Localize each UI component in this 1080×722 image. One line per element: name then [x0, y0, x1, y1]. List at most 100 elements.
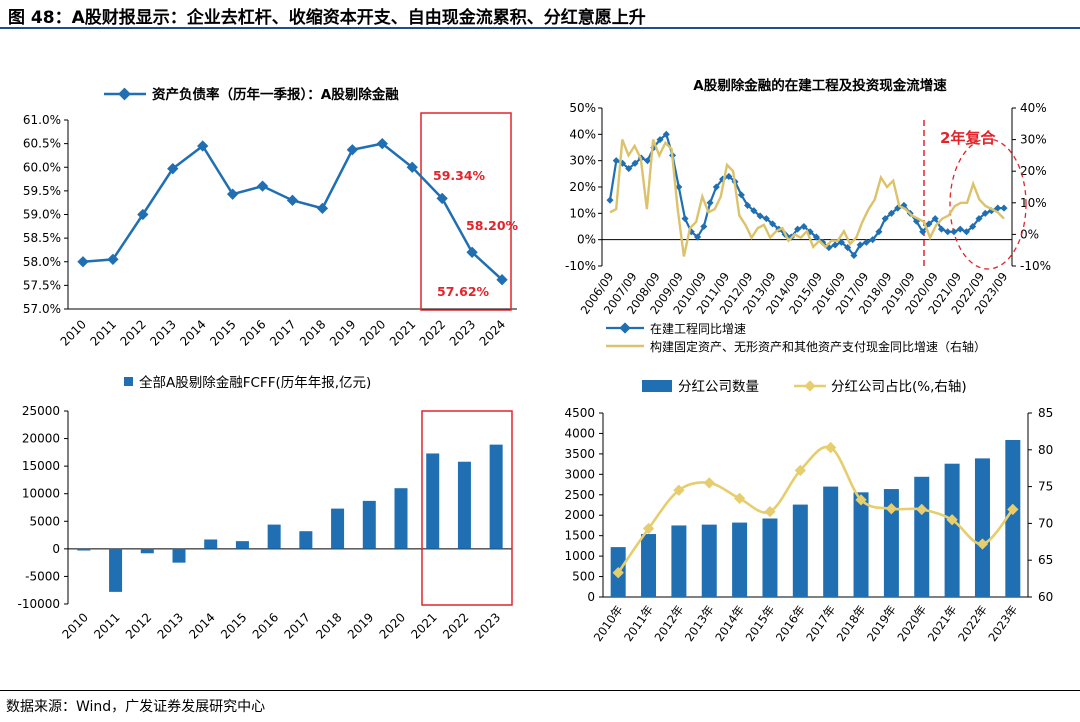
- x-tick-label: 2024: [477, 317, 508, 348]
- bar: [701, 524, 717, 597]
- x-tick-label: 2016: [250, 610, 281, 641]
- y-tick-label-right: 75: [1038, 480, 1053, 494]
- y-tick-label: -5000: [25, 569, 60, 583]
- chart-title: A股剔除金融的在建工程及投资现金流增速: [693, 77, 947, 94]
- data-point: [694, 233, 702, 241]
- y-tick-label-left: 1500: [564, 529, 595, 543]
- legend-marker-left: [619, 322, 631, 334]
- y-tick-label-left: 0: [587, 590, 595, 604]
- x-tick-label: 2017: [267, 317, 298, 348]
- series-line: [82, 142, 503, 281]
- x-tick-label: 2023: [447, 317, 478, 348]
- bar: [853, 492, 869, 597]
- legend-label-left: 在建工程同比增速: [650, 321, 746, 336]
- x-tick-label: 2010年: [591, 603, 626, 644]
- data-point: [286, 194, 299, 206]
- data-point: [226, 188, 239, 200]
- legend-label: 全部A股剔除金融FCFF(历年年报,亿元): [139, 374, 371, 391]
- highlight-box: [420, 112, 512, 311]
- bar: [823, 486, 839, 597]
- data-point: [712, 183, 720, 191]
- data-point: [750, 207, 758, 215]
- bar: [426, 453, 440, 549]
- y-tick-label-right: 60: [1038, 590, 1053, 604]
- series-line-capex: [609, 139, 1005, 257]
- capex-growth-chart: A股剔除金融的在建工程及投资现金流增速 -10% 0% 10% 20% 30% 40% 50%…: [565, 77, 1051, 354]
- x-tick-label: 2017年: [803, 603, 838, 644]
- x-tick-label: 2017: [281, 610, 312, 641]
- data-point: [976, 538, 989, 550]
- bar: [394, 488, 408, 549]
- bar: [671, 525, 687, 597]
- bar: [77, 548, 91, 551]
- x-tick-label: 2014: [177, 317, 208, 348]
- title-divider: [0, 27, 1080, 29]
- data-point: [925, 220, 933, 228]
- data-point: [606, 196, 614, 204]
- data-point: [794, 464, 806, 477]
- y-tick-label-right: 70: [1038, 516, 1053, 530]
- x-tick-label: 2020: [377, 610, 408, 641]
- x-tick-label: 2019年: [864, 603, 899, 644]
- bar: [235, 541, 249, 549]
- x-tick-label: 2023年: [985, 603, 1020, 644]
- bar: [457, 461, 471, 549]
- x-tick-label: 2012年: [651, 603, 686, 644]
- y-tick-label: 59.0%: [23, 208, 61, 222]
- y-tick-label-left: 1000: [564, 549, 595, 563]
- data-point: [137, 208, 149, 221]
- x-tick-label: 2022年: [955, 603, 990, 644]
- y-tick-label-left: 40%: [569, 127, 596, 141]
- legend-marker: [118, 87, 131, 101]
- data-point: [703, 477, 715, 489]
- data-label: 58.20%: [466, 218, 519, 233]
- x-tick-label: 2013: [147, 317, 178, 348]
- x-tick-label: 2023: [472, 610, 503, 641]
- source-note: 数据来源：Wind，广发证券发展研究中心: [6, 699, 266, 715]
- data-point: [496, 274, 508, 286]
- data-point: [656, 136, 664, 144]
- y-tick-label-left: 30%: [569, 154, 596, 168]
- fcff-chart: 全部A股剔除金融FCFF(历年年报,亿元) -10000 -5000 0 5000 100…: [17, 374, 513, 642]
- data-point: [256, 180, 269, 192]
- legend-marker-bar: [642, 380, 672, 392]
- y-tick-label-left: 500: [572, 570, 595, 584]
- data-point: [885, 503, 898, 515]
- bar: [641, 534, 657, 597]
- x-tick-label: 2012: [117, 317, 148, 348]
- data-point: [825, 441, 837, 454]
- x-tick-label: 2010: [58, 317, 89, 348]
- x-tick-label: 2014年: [712, 603, 747, 644]
- bar: [792, 504, 808, 597]
- data-point: [107, 253, 119, 266]
- y-tick-label: 57.0%: [23, 302, 61, 316]
- x-tick-label: 2019: [345, 610, 376, 641]
- bar: [267, 524, 281, 549]
- bar: [974, 458, 990, 597]
- data-point: [946, 514, 958, 526]
- bar: [204, 539, 218, 549]
- x-tick-label: 2020: [357, 317, 388, 348]
- data-point: [975, 215, 983, 223]
- x-tick-label: 2012: [123, 610, 154, 641]
- bar: [331, 508, 345, 549]
- y-tick-label-left: 3000: [564, 467, 595, 481]
- highlight-ellipse: [949, 138, 1027, 270]
- series-line-construction: [608, 132, 1004, 258]
- bar: [883, 489, 899, 597]
- y-tick-label: 59.5%: [23, 184, 61, 198]
- bar: [914, 476, 930, 597]
- y-tick-label-right: -10%: [1020, 259, 1051, 273]
- y-tick-label-left: -10%: [565, 259, 596, 273]
- y-tick-label-right: 65: [1038, 553, 1053, 567]
- x-tick-label: 2011年: [621, 603, 656, 644]
- y-tick-label: 61.0%: [23, 113, 61, 127]
- legend-label-bar: 分红公司数量: [678, 379, 759, 395]
- data-point: [673, 484, 685, 496]
- data-point: [77, 256, 89, 268]
- y-tick-label-left: 4500: [564, 406, 595, 420]
- y-tick-label-right: 10%: [1020, 196, 1047, 210]
- data-point: [346, 144, 359, 156]
- data-point: [981, 209, 989, 217]
- data-point: [831, 241, 839, 249]
